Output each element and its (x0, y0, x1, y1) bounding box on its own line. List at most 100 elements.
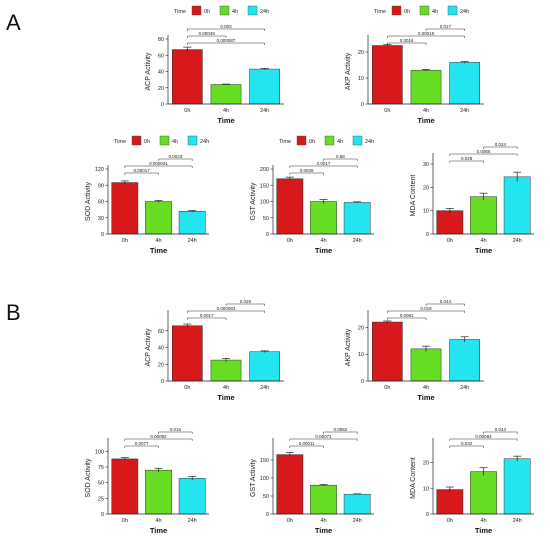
bar (310, 201, 337, 235)
x-tick-label: 4h (480, 238, 486, 244)
legend-label: 0h (404, 9, 410, 15)
bar (503, 458, 531, 515)
p-value-label: 0.0016 (400, 38, 414, 43)
y-tick-label: 20 (158, 86, 164, 92)
x-axis-title: Time (217, 393, 234, 402)
significance-bracket (187, 35, 227, 38)
y-tick-label: 150 (260, 458, 269, 464)
p-value-label: 0.0062 (333, 427, 347, 432)
x-tick-label: 0h (122, 238, 128, 244)
y-axis-title: AKP Activity (345, 328, 352, 366)
bar (249, 68, 280, 105)
y-tick-label: 10 (423, 209, 429, 215)
bar (178, 478, 206, 515)
p-value-label: 0.003 (220, 24, 232, 29)
x-tick-label: 4h (155, 238, 161, 244)
y-tick-label: 0 (161, 379, 164, 385)
y-tick-label: 75 (98, 465, 104, 471)
p-value-label: 0.0023 (168, 154, 182, 159)
y-tick-label: 60 (98, 200, 104, 206)
x-axis-title: Time (475, 526, 492, 535)
bar (111, 458, 139, 515)
gst-chart-a: Time 0h 4h 24h 0 50 100 150 200 0h 4h 24h Time GST Ac… (250, 135, 374, 255)
x-tick-label: 24h (513, 238, 522, 244)
y-tick-label: 30 (423, 162, 429, 168)
bar (310, 484, 337, 515)
legend-title: Time (114, 139, 126, 145)
significance-bracket (124, 438, 193, 441)
significance-bracket (425, 28, 465, 31)
mda-chart-b: 0 10 20 0h 4h 24h Time MDA Content 0.0430.000840… (410, 427, 534, 535)
p-value-label: 0.00084 (475, 434, 492, 439)
significance-bracket (289, 445, 324, 448)
x-axis-title: Time (417, 116, 434, 125)
x-axis-title: Time (417, 393, 434, 402)
x-tick-label: 24h (460, 108, 469, 114)
panel-label-a: A (6, 10, 21, 35)
p-value-label: 0.043 (495, 427, 507, 432)
x-tick-label: 4h (223, 385, 229, 391)
bar (449, 62, 480, 105)
x-tick-label: 4h (423, 108, 429, 114)
y-tick-label: 0 (426, 512, 429, 518)
legend-swatch (324, 135, 335, 146)
y-tick-label: 60 (158, 53, 164, 59)
significance-bracket (158, 158, 193, 161)
p-value-label: 0.00092 (150, 434, 167, 439)
legend-swatch (159, 135, 170, 146)
y-tick-label: 25 (98, 496, 104, 502)
sod-chart-a: Time 0h 4h 24h 0 30 60 90 120 0h 4h 24h Time SOD Acti… (85, 135, 209, 255)
legend-label: 24h (200, 139, 209, 145)
x-tick-label: 0h (447, 518, 453, 524)
x-tick-label: 0h (184, 385, 190, 391)
x-axis-title: Time (475, 246, 492, 255)
p-value-label: 0.00011 (299, 441, 315, 446)
p-value-label: 0.00015 (418, 31, 435, 36)
p-value-label: 0.016 (170, 427, 182, 432)
p-value-label: 0.000031 (149, 161, 168, 166)
p-value-label: 0.018 (420, 306, 432, 311)
x-tick-label: 24h (513, 518, 522, 524)
x-axis-title: Time (217, 116, 234, 125)
legend-title: Time (279, 139, 291, 145)
bar (172, 49, 203, 105)
y-tick-label: 40 (158, 70, 164, 76)
bar (172, 325, 203, 382)
acp-chart-b: 0 20 40 60 0h 4h 24h Time ACP Activity 0.029 0.000… (145, 299, 284, 402)
p-value-label: 0.0066 (477, 149, 491, 154)
bar (372, 45, 403, 105)
x-axis-title: Time (150, 246, 167, 255)
significance-bracket (289, 438, 358, 441)
legend-label: 0h (144, 139, 150, 145)
y-tick-label: 20 (423, 461, 429, 467)
y-axis-title: MDA Content (410, 175, 417, 217)
x-tick-label: 24h (353, 518, 362, 524)
legend-swatch (131, 135, 142, 146)
y-tick-label: 100 (95, 449, 104, 455)
y-axis-title: MDA Content (410, 457, 417, 499)
legend-label: 4h (337, 139, 343, 145)
legend-swatch (352, 135, 363, 146)
p-value-label: 0.000083 (217, 306, 236, 311)
p-value-label: 0.0026 (300, 168, 314, 173)
p-value-label: 0.0077 (135, 441, 149, 446)
x-tick-label: 24h (460, 385, 469, 391)
significance-bracket (187, 317, 227, 320)
bar (470, 471, 497, 515)
p-value-label: 0.68 (336, 154, 345, 159)
significance-bracket (483, 431, 518, 434)
x-axis-title: Time (315, 246, 332, 255)
x-tick-label: 24h (188, 518, 197, 524)
p-value-label: 0.028 (461, 156, 473, 161)
y-tick-label: 50 (263, 494, 269, 500)
bar (145, 469, 172, 515)
y-axis-title: ACP Activity (145, 328, 152, 366)
legend: Time 0h 4h 24h (174, 5, 269, 16)
p-value-label: 0.00049 (199, 31, 216, 36)
x-tick-label: 0h (122, 518, 128, 524)
x-tick-label: 0h (287, 238, 293, 244)
x-tick-label: 24h (188, 238, 197, 244)
x-tick-label: 24h (260, 108, 269, 114)
legend-swatch (219, 5, 230, 16)
